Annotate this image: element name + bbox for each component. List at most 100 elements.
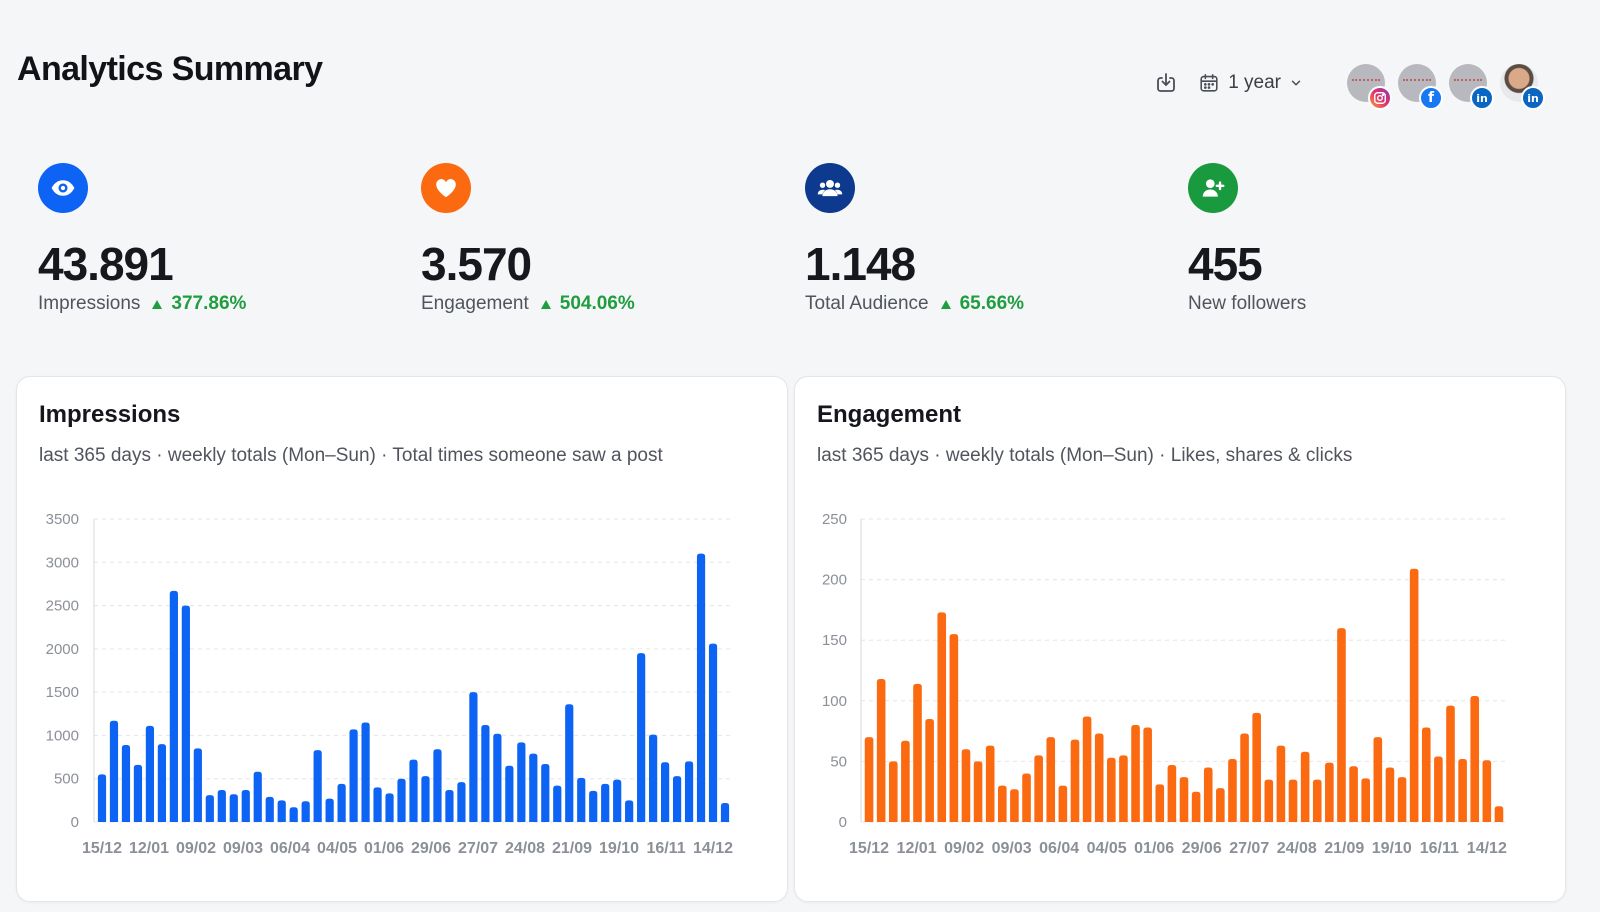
heart-icon bbox=[421, 163, 471, 213]
bar bbox=[409, 759, 418, 822]
bar bbox=[1276, 745, 1286, 822]
download-button[interactable] bbox=[1148, 65, 1184, 101]
bar bbox=[325, 798, 334, 822]
bar bbox=[684, 761, 694, 822]
instagram-icon bbox=[1368, 86, 1392, 110]
bar bbox=[949, 634, 959, 822]
x-tick-label: 01/06 bbox=[1134, 840, 1174, 857]
brand-logo-mark bbox=[1403, 79, 1431, 84]
x-tick-label: 04/05 bbox=[317, 840, 357, 857]
x-tick-label: 19/10 bbox=[1372, 840, 1412, 857]
bar bbox=[1094, 733, 1104, 822]
stat-impressions: 43.891 Impressions 377.86% bbox=[38, 163, 418, 315]
bar bbox=[1179, 777, 1189, 822]
bar bbox=[169, 590, 178, 822]
bar bbox=[505, 765, 514, 822]
bar bbox=[277, 800, 286, 822]
bar bbox=[253, 771, 262, 822]
x-tick-label: 16/11 bbox=[1420, 840, 1459, 857]
y-tick-label: 250 bbox=[822, 511, 847, 528]
stat-value: 1.148 bbox=[805, 238, 916, 290]
bar bbox=[1143, 727, 1152, 822]
brand-logo-mark bbox=[1454, 79, 1482, 84]
bar bbox=[1337, 628, 1346, 822]
bar bbox=[708, 643, 718, 822]
y-tick-label: 2500 bbox=[46, 598, 79, 615]
account-avatars: f in in bbox=[1347, 64, 1545, 110]
bar bbox=[1349, 766, 1358, 822]
bar bbox=[433, 749, 442, 822]
bar bbox=[1228, 758, 1237, 822]
bar bbox=[397, 778, 406, 822]
y-tick-label: 0 bbox=[839, 814, 847, 831]
stat-value: 43.891 bbox=[38, 238, 174, 290]
period-dropdown[interactable]: 1 year bbox=[1198, 72, 1303, 94]
calendar-icon bbox=[1200, 73, 1218, 92]
account-avatar-instagram[interactable] bbox=[1347, 64, 1392, 110]
stat-label: Impressions bbox=[38, 293, 141, 314]
page-title: Analytics Summary bbox=[17, 50, 323, 88]
x-tick-label: 12/01 bbox=[129, 840, 169, 857]
x-tick-label: 14/12 bbox=[1467, 840, 1507, 857]
bar bbox=[601, 783, 610, 822]
bar bbox=[1252, 712, 1261, 822]
engagement-bar-chart: 0 50 100 150 200 250 15/12 12/01 09/02 09/03 06/04… bbox=[822, 511, 1507, 857]
bar bbox=[493, 733, 502, 822]
chart-subtitle: last 365 days · weekly totals (Mon–Sun) … bbox=[817, 445, 1353, 466]
bar bbox=[157, 744, 166, 822]
bar bbox=[133, 764, 143, 822]
bar bbox=[445, 789, 454, 822]
bar bbox=[457, 782, 466, 822]
x-tick-label: 14/12 bbox=[693, 840, 733, 857]
bar bbox=[1107, 757, 1116, 822]
stat-new-followers: 455 New followers bbox=[1188, 163, 1568, 315]
y-tick-label: 150 bbox=[822, 632, 847, 649]
x-tick-label: 21/09 bbox=[1324, 840, 1364, 857]
x-tick-label: 29/06 bbox=[1182, 840, 1222, 857]
chart-title: Engagement bbox=[817, 401, 962, 428]
impressions-chart-card: 0 500 1000 1500 2000 2500 3000 3500 15/12 12/01 09… bbox=[16, 376, 788, 902]
bar bbox=[1070, 739, 1080, 822]
bar bbox=[961, 749, 971, 822]
bar bbox=[1421, 727, 1431, 822]
x-tick-label: 27/07 bbox=[1229, 840, 1269, 857]
stat-total-audience: 1.148 Total Audience 65.66% bbox=[805, 163, 1185, 315]
bar bbox=[1494, 806, 1504, 822]
chart-subtitle: last 365 days · weekly totals (Mon–Sun) … bbox=[39, 445, 663, 466]
bar bbox=[553, 785, 562, 822]
linkedin-icon: in bbox=[1521, 86, 1545, 110]
stat-label: Engagement bbox=[421, 293, 529, 314]
x-tick-label: 16/11 bbox=[646, 840, 685, 857]
bar bbox=[1397, 777, 1407, 822]
y-tick-label: 500 bbox=[54, 771, 79, 788]
bar bbox=[1264, 779, 1274, 822]
bar bbox=[1034, 755, 1043, 822]
toolbar: 1 year f in in bbox=[1148, 62, 1545, 110]
bar bbox=[637, 653, 646, 822]
x-tick-label: 09/03 bbox=[223, 840, 263, 857]
trend-up-icon bbox=[940, 299, 951, 309]
x-tick-label: 04/05 bbox=[1087, 840, 1127, 857]
bar bbox=[1385, 767, 1395, 822]
bar bbox=[1300, 751, 1310, 822]
account-avatar-linkedin-personal[interactable]: in bbox=[1500, 64, 1545, 110]
bar bbox=[193, 748, 202, 822]
stat-value: 455 bbox=[1188, 238, 1263, 290]
bar bbox=[205, 795, 214, 822]
x-tick-label: 24/08 bbox=[505, 840, 545, 857]
account-avatar-facebook[interactable]: f bbox=[1398, 64, 1443, 110]
account-avatar-linkedin[interactable]: in bbox=[1449, 64, 1494, 110]
bar bbox=[385, 793, 394, 822]
bar bbox=[1058, 785, 1068, 822]
bar bbox=[913, 683, 922, 822]
bar bbox=[1482, 760, 1492, 822]
linkedin-icon: in bbox=[1470, 86, 1494, 110]
bar bbox=[876, 678, 886, 822]
bar bbox=[469, 692, 478, 822]
y-tick-label: 2000 bbox=[46, 641, 79, 658]
y-tick-label: 0 bbox=[71, 814, 79, 831]
stat-value: 3.570 bbox=[421, 238, 532, 290]
bar bbox=[229, 794, 238, 822]
bar bbox=[1458, 758, 1467, 822]
download-icon bbox=[1157, 73, 1176, 92]
